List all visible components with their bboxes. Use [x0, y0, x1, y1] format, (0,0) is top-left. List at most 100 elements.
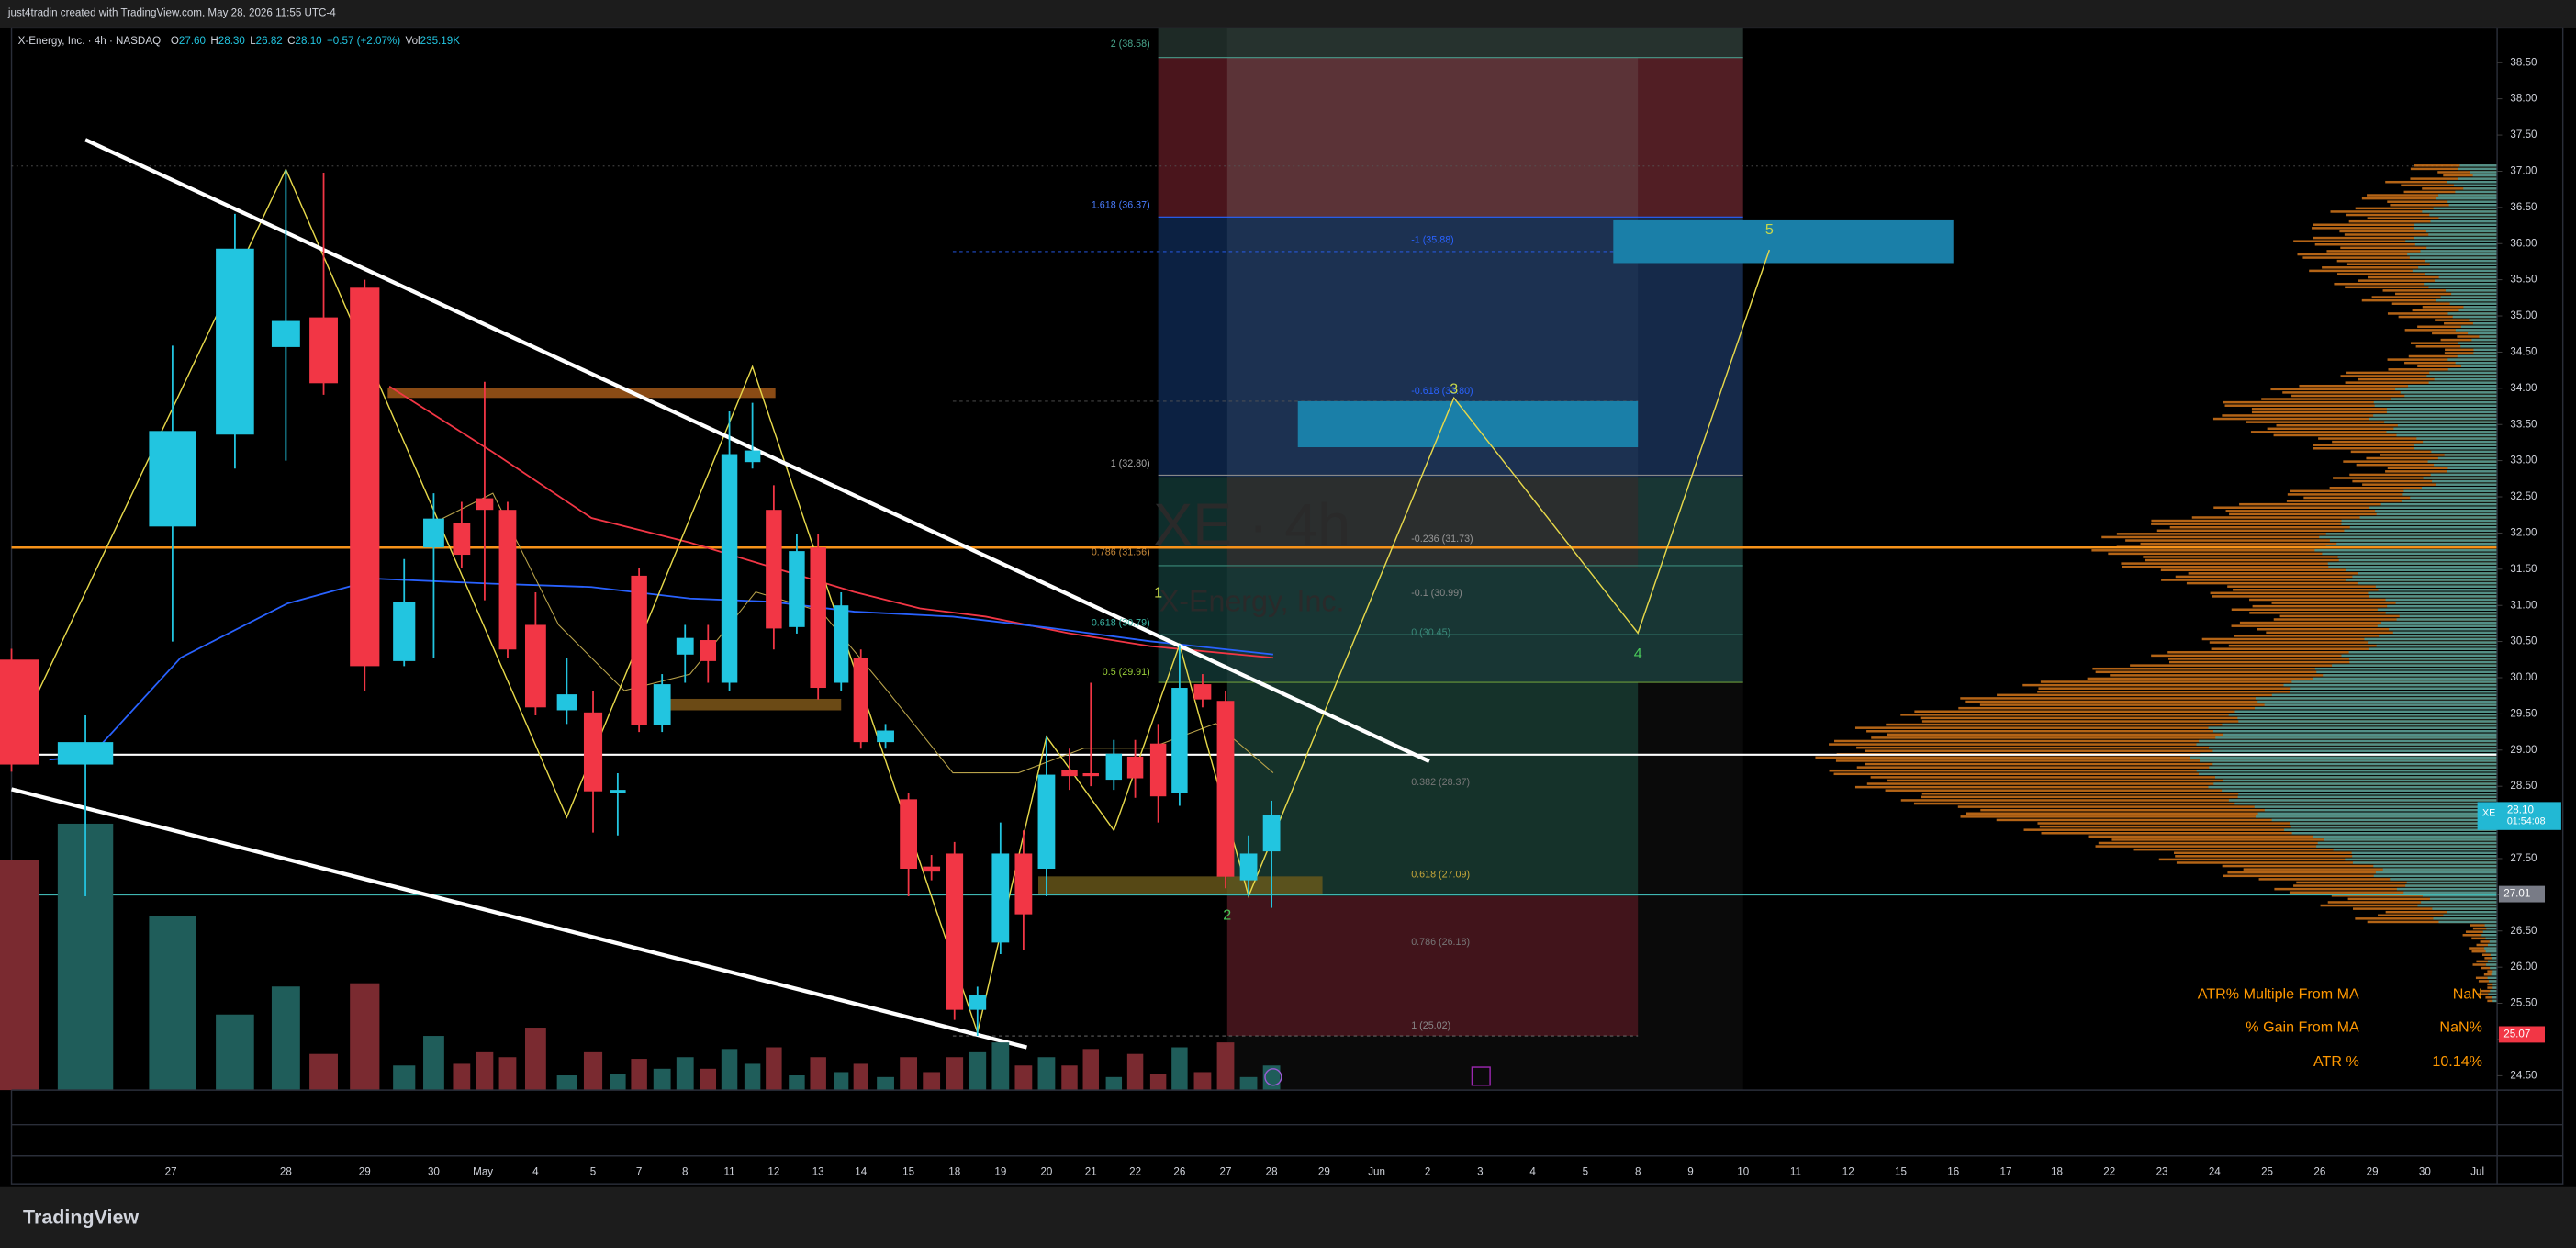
profile-row — [1957, 805, 2498, 808]
profile-row — [2161, 579, 2498, 581]
x-tick-label: 29 — [1318, 1166, 1330, 1178]
candle-body — [1037, 774, 1056, 870]
profile-row — [2375, 510, 2498, 512]
profile-row — [2338, 558, 2498, 562]
x-tick-label: 10 — [1737, 1166, 1749, 1178]
wave-label: 5 — [1765, 221, 1774, 238]
profile-row — [2385, 598, 2498, 602]
profile-row — [2457, 354, 2498, 358]
profile-row — [2430, 219, 2498, 223]
moving-average — [388, 386, 1273, 659]
volume-bar — [969, 1051, 987, 1091]
profile-row — [2198, 772, 2498, 776]
profile-row — [2357, 377, 2498, 381]
profile-row — [2392, 631, 2498, 635]
profile-row — [2346, 213, 2498, 217]
profile-row — [2290, 822, 2498, 825]
profile-row — [2487, 986, 2498, 989]
profile-row — [2487, 976, 2498, 980]
volume-bar — [583, 1051, 603, 1091]
volume-bar — [1126, 1053, 1144, 1091]
profile-row — [2403, 190, 2498, 194]
profile-row — [2458, 342, 2498, 344]
x-tick-label: 27 — [1220, 1166, 1232, 1178]
profile-row — [2328, 565, 2498, 568]
profile-row — [2332, 664, 2498, 667]
supply-box — [387, 388, 776, 399]
profile-row — [1996, 818, 2498, 822]
profile-row — [2469, 947, 2498, 950]
profile-row — [2473, 348, 2498, 352]
profile-row — [2406, 881, 2498, 884]
profile-row — [2399, 614, 2498, 618]
x-tick-label: 12 — [767, 1166, 779, 1178]
candle-body — [0, 659, 39, 765]
profile-row — [2382, 289, 2498, 292]
profile-row — [2371, 296, 2498, 298]
profile-row — [2481, 966, 2498, 970]
profile-row — [2385, 180, 2498, 184]
profile-row — [2257, 812, 2498, 815]
profile-row — [2266, 631, 2498, 635]
profile-row — [2436, 483, 2498, 486]
candle-body — [350, 287, 380, 667]
profile-row — [2410, 496, 2498, 500]
fib-label: -0.236 (31.73) — [1411, 534, 1473, 545]
y-tick-label: 31.00 — [2510, 599, 2537, 611]
profile-row — [2037, 691, 2498, 693]
profile-row — [2482, 930, 2498, 933]
profile-row — [2368, 641, 2498, 644]
zone — [1158, 28, 1743, 58]
profile-row — [2352, 575, 2498, 579]
profile-row — [2377, 608, 2498, 611]
profile-row — [2351, 851, 2498, 854]
profile-row — [2133, 848, 2498, 851]
legend-symbol: X-Energy, Inc. · 4h · NASDAQ — [18, 35, 161, 47]
profile-row — [2022, 683, 2498, 687]
profile-row — [1887, 779, 2498, 782]
profile-row — [2223, 874, 2498, 878]
profile-row — [2490, 989, 2498, 993]
profile-row — [2420, 250, 2498, 253]
profile-row — [2255, 706, 2498, 710]
profile-row — [2156, 529, 2498, 533]
profile-row — [1854, 785, 2498, 789]
profile-row — [1900, 714, 2498, 716]
profile-row — [2279, 614, 2498, 618]
profile-row — [2322, 266, 2498, 269]
candles — [0, 169, 1281, 1091]
profile-row — [2393, 427, 2498, 431]
profile-row — [2492, 999, 2498, 1003]
profile-row — [1835, 759, 2498, 762]
profile-row — [2316, 670, 2498, 674]
event-icon[interactable] — [1264, 1068, 1282, 1086]
watermark-name: X-Energy, Inc. — [1159, 585, 1345, 618]
profile-row — [2368, 647, 2498, 650]
volume-bar — [1193, 1072, 1212, 1091]
profile-row — [2455, 190, 2498, 194]
supply-box — [666, 698, 842, 711]
profile-row — [2376, 512, 2498, 516]
profile-row — [2401, 184, 2498, 187]
profile-row — [2447, 358, 2498, 361]
volume-bar — [1105, 1076, 1123, 1091]
candle-body — [631, 575, 647, 725]
profile-row — [2289, 891, 2498, 894]
profile-row — [2121, 562, 2498, 565]
profile-row — [2385, 470, 2498, 473]
table-value: NaN% — [2439, 1018, 2482, 1035]
candle-body — [583, 712, 603, 792]
profile-row — [2215, 736, 2498, 739]
profile-row — [2334, 282, 2498, 286]
x-tick-label: 29 — [359, 1166, 371, 1178]
event-icon[interactable] — [1471, 1066, 1491, 1086]
profile-row — [2375, 585, 2498, 588]
volume-bar — [1037, 1057, 1056, 1091]
profile-row — [2353, 907, 2498, 910]
profile-row — [2358, 279, 2498, 282]
legend-value: 28.30 — [218, 35, 246, 47]
profile-row — [2459, 164, 2498, 167]
moving-average — [427, 492, 1274, 774]
profile-row — [2407, 253, 2498, 256]
